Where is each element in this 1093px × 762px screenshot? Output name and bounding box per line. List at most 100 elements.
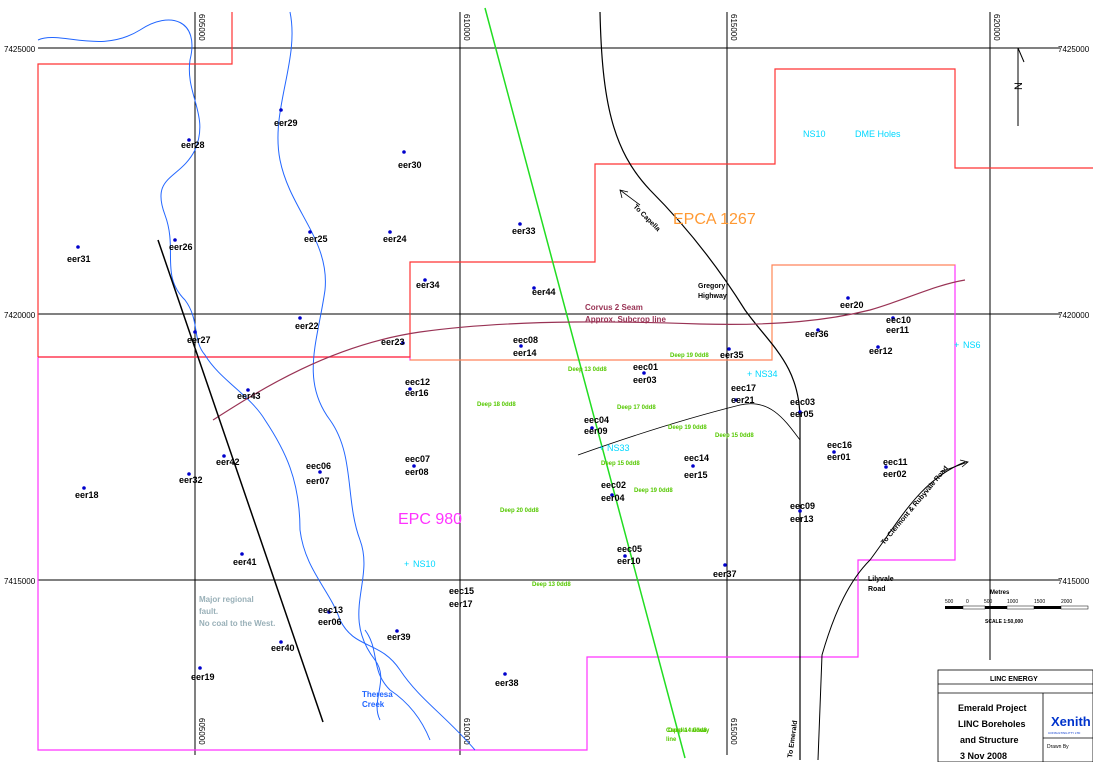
road-label-capella: To Capella	[632, 203, 662, 233]
road-label-emerald: To Emerald	[787, 720, 799, 758]
borehole-marker	[519, 344, 523, 348]
green-hole-label: Deep 15 0dd8	[601, 461, 640, 467]
borehole-marker	[408, 387, 412, 391]
borehole-label: eer02	[883, 469, 907, 479]
north-arrow	[1017, 47, 1025, 126]
xenith-logo-sub: CONSULTING PTY LTD	[1048, 731, 1081, 735]
borehole-label: eec17	[731, 383, 756, 393]
epc-label: EPC 980	[398, 511, 462, 528]
easting-label-top: 610000	[462, 14, 471, 41]
river	[277, 11, 382, 721]
ns33-label: NS33	[607, 443, 630, 453]
borehole-marker	[610, 493, 614, 497]
borehole-label: eec13	[318, 605, 343, 615]
borehole-label: eer34	[416, 280, 440, 290]
road-label-gregory: Highway	[698, 293, 727, 300]
borehole-marker	[518, 222, 522, 226]
xenith-logo: Xenith	[1051, 714, 1091, 729]
northing-label-right: 7420000	[1058, 311, 1090, 320]
borehole-label: eer24	[383, 234, 407, 244]
title-block-project: Emerald Project	[958, 703, 1027, 713]
ns34-label: NS34	[755, 369, 778, 379]
borehole-label: eer33	[512, 226, 536, 236]
borehole-label: eer09	[584, 426, 608, 436]
green-hole-label: Deep 13 0dd8	[532, 582, 571, 588]
borehole-marker	[240, 552, 244, 556]
borehole-label: eer04	[601, 493, 625, 503]
ns34-marker: +	[747, 369, 752, 379]
scale-bar: Metres 500 0 500 1000 1500 2000 SCALE 1:…	[945, 590, 1089, 625]
borehole-marker	[82, 486, 86, 490]
borehole-marker	[401, 341, 405, 345]
road-arrow	[939, 461, 969, 473]
easting-label-bottom: 610000	[462, 718, 471, 745]
borehole-label: eer18	[75, 490, 99, 500]
seam-subcrop-line	[212, 279, 966, 421]
title-block-drawn-by: Drawn By	[1047, 744, 1069, 750]
borehole-label: eer25	[304, 234, 328, 244]
borehole-group: eer29 eer28 eer30 eer31 eer26 eer25 eer2…	[67, 108, 911, 688]
borehole-label: eec02	[601, 480, 626, 490]
borehole-marker	[279, 108, 283, 112]
borehole-label: eer07	[306, 476, 330, 486]
borehole-marker	[318, 470, 322, 474]
borehole-marker	[590, 426, 594, 430]
borehole-marker	[173, 238, 177, 242]
borehole-label: eer15	[684, 470, 708, 480]
ns10-label: NS10	[413, 559, 436, 569]
ns6-label: NS6	[963, 340, 981, 350]
easting-label-top: 620000	[992, 14, 1001, 41]
borehole-marker	[388, 230, 392, 234]
borehole-marker	[642, 371, 646, 375]
borehole-label: eec05	[617, 544, 642, 554]
regional-fault	[157, 239, 324, 723]
borehole-marker	[76, 245, 80, 249]
river	[364, 629, 431, 741]
borehole-label: eer31	[67, 254, 91, 264]
borehole-marker	[798, 410, 802, 414]
borehole-label: eec10	[886, 315, 911, 325]
green-hole-label: Deep 19 0dd8	[670, 353, 709, 359]
borehole-marker	[623, 554, 627, 558]
borehole-label: eec12	[405, 377, 430, 387]
road-label-gregory: Gregory	[698, 283, 725, 290]
railway-line	[484, 7, 686, 759]
green-hole-label: Deep 15 0dd8	[715, 433, 754, 439]
borehole-label: eer16	[405, 388, 429, 398]
borehole-marker	[222, 454, 226, 458]
scale-tick-label: 500	[945, 599, 954, 605]
green-hole-label: Deep 19 0dd8	[668, 425, 707, 431]
ns10-label: NS10	[803, 129, 826, 139]
northing-label-left: 7425000	[4, 45, 36, 54]
borehole-label: eer19	[191, 672, 215, 682]
borehole-label: eec01	[633, 362, 658, 372]
scale-tick-label: 1500	[1034, 599, 1045, 605]
coordinate-grid	[38, 12, 1060, 755]
borehole-marker	[727, 347, 731, 351]
road-label-lilyvale: Lilyvale	[868, 576, 894, 583]
creek-label: Theresa	[362, 690, 393, 699]
borehole-marker	[327, 610, 331, 614]
borehole-label: eer32	[179, 475, 203, 485]
borehole-label: eer06	[318, 617, 342, 627]
borehole-label: eec15	[449, 586, 474, 596]
borehole-label: eer26	[169, 242, 193, 252]
northing-label-right: 7415000	[1058, 577, 1090, 586]
northing-label-right: 7425000	[1058, 45, 1090, 54]
borehole-label: eer20	[840, 300, 864, 310]
borehole-label: eer21	[731, 395, 755, 405]
scale-label: SCALE 1:50,000	[985, 619, 1023, 625]
borehole-marker	[187, 138, 191, 142]
ns6-marker: +	[954, 340, 959, 350]
easting-label-bottom: 605000	[197, 718, 206, 745]
easting-label-top: 615000	[729, 14, 738, 41]
borehole-marker	[187, 472, 191, 476]
borehole-marker	[876, 345, 880, 349]
borehole-marker	[246, 388, 250, 392]
borehole-marker	[279, 640, 283, 644]
borehole-label: eer36	[805, 329, 829, 339]
borehole-label: eer37	[713, 569, 737, 579]
easting-label-top: 605000	[197, 14, 206, 41]
fault-note: fault.	[199, 607, 218, 616]
